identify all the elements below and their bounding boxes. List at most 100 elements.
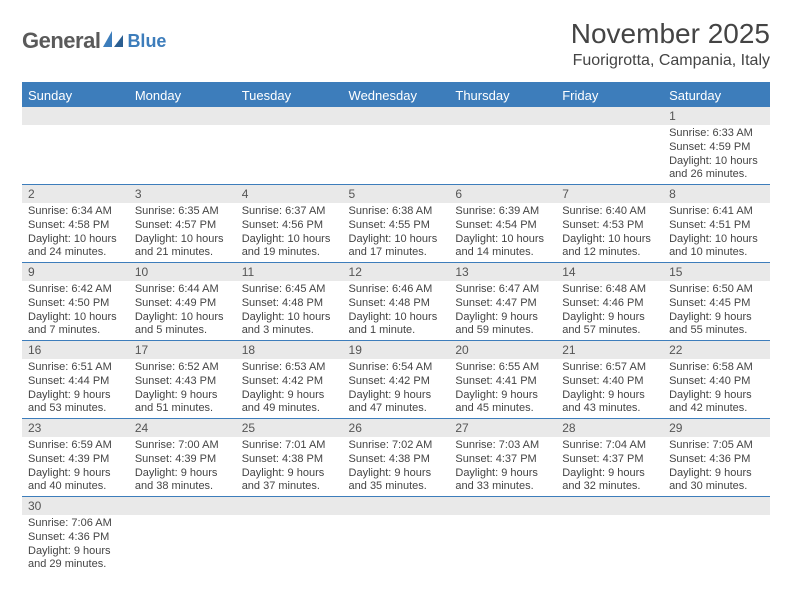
day-cell (236, 107, 343, 185)
day-number: 3 (129, 185, 236, 203)
day-cell: 3Sunrise: 6:35 AMSunset: 4:57 PMDaylight… (129, 185, 236, 263)
day-number: 30 (22, 497, 129, 515)
day-cell: 30Sunrise: 7:06 AMSunset: 4:36 PMDayligh… (22, 497, 129, 575)
day-details: Sunrise: 6:47 AMSunset: 4:47 PMDaylight:… (449, 281, 556, 340)
day-number: 22 (663, 341, 770, 359)
sunset-text: Sunset: 4:36 PM (28, 531, 123, 545)
sunrise-text: Sunrise: 7:06 AM (28, 517, 123, 531)
day-details: Sunrise: 6:52 AMSunset: 4:43 PMDaylight:… (129, 359, 236, 418)
day-cell (663, 497, 770, 575)
day-cell: 25Sunrise: 7:01 AMSunset: 4:38 PMDayligh… (236, 419, 343, 497)
sunrise-text: Sunrise: 6:46 AM (349, 283, 444, 297)
empty-day-bar (343, 107, 450, 125)
day-number: 10 (129, 263, 236, 281)
day-details: Sunrise: 7:02 AMSunset: 4:38 PMDaylight:… (343, 437, 450, 496)
day-header-row: SundayMondayTuesdayWednesdayThursdayFrid… (22, 84, 770, 107)
week-row: 2Sunrise: 6:34 AMSunset: 4:58 PMDaylight… (22, 185, 770, 263)
sunrise-text: Sunrise: 7:03 AM (455, 439, 550, 453)
day-details: Sunrise: 7:05 AMSunset: 4:36 PMDaylight:… (663, 437, 770, 496)
day-details: Sunrise: 6:34 AMSunset: 4:58 PMDaylight:… (22, 203, 129, 262)
sunrise-text: Sunrise: 7:05 AM (669, 439, 764, 453)
sunrise-text: Sunrise: 6:54 AM (349, 361, 444, 375)
daylight-text: Daylight: 10 hours and 1 minute. (349, 311, 444, 339)
empty-day-bar (129, 107, 236, 125)
day-number: 24 (129, 419, 236, 437)
sunrise-text: Sunrise: 6:57 AM (562, 361, 657, 375)
calendar-body: 1Sunrise: 6:33 AMSunset: 4:59 PMDaylight… (22, 107, 770, 574)
sunset-text: Sunset: 4:39 PM (135, 453, 230, 467)
day-details: Sunrise: 6:57 AMSunset: 4:40 PMDaylight:… (556, 359, 663, 418)
day-header: Thursday (449, 84, 556, 107)
logo: General Blue (22, 28, 166, 54)
day-cell: 24 Sunrise: 7:00 AMSunset: 4:39 PMDayligh… (129, 419, 236, 497)
sunrise-text: Sunrise: 7:02 AM (349, 439, 444, 453)
sunrise-text: Sunrise: 6:41 AM (669, 205, 764, 219)
sunset-text: Sunset: 4:42 PM (349, 375, 444, 389)
day-header: Sunday (22, 84, 129, 107)
day-cell: 14Sunrise: 6:48 AMSunset: 4:46 PMDayligh… (556, 263, 663, 341)
sunset-text: Sunset: 4:47 PM (455, 297, 550, 311)
sunset-text: Sunset: 4:50 PM (28, 297, 123, 311)
day-cell: 13Sunrise: 6:47 AMSunset: 4:47 PMDayligh… (449, 263, 556, 341)
day-details: Sunrise: 6:53 AMSunset: 4:42 PMDaylight:… (236, 359, 343, 418)
day-cell: 8Sunrise: 6:41 AMSunset: 4:51 PMDaylight… (663, 185, 770, 263)
sunrise-text: Sunrise: 6:40 AM (562, 205, 657, 219)
day-details: Sunrise: 6:59 AMSunset: 4:39 PMDaylight:… (22, 437, 129, 496)
sunset-text: Sunset: 4:48 PM (242, 297, 337, 311)
daylight-text: Daylight: 9 hours and 40 minutes. (28, 467, 123, 495)
sunrise-text: Sunrise: 6:39 AM (455, 205, 550, 219)
day-cell (129, 497, 236, 575)
sunset-text: Sunset: 4:40 PM (562, 375, 657, 389)
day-details: Sunrise: 6:45 AMSunset: 4:48 PMDaylight:… (236, 281, 343, 340)
sunset-text: Sunset: 4:40 PM (669, 375, 764, 389)
logo-sail-icon (101, 29, 125, 54)
day-number: 4 (236, 185, 343, 203)
day-cell: 17Sunrise: 6:52 AMSunset: 4:43 PMDayligh… (129, 341, 236, 419)
logo-text-general: General (22, 28, 100, 54)
daylight-text: Daylight: 9 hours and 35 minutes. (349, 467, 444, 495)
sunset-text: Sunset: 4:57 PM (135, 219, 230, 233)
day-details: Sunrise: 6:42 AMSunset: 4:50 PMDaylight:… (22, 281, 129, 340)
daylight-text: Daylight: 10 hours and 3 minutes. (242, 311, 337, 339)
daylight-text: Daylight: 9 hours and 32 minutes. (562, 467, 657, 495)
empty-day-bar (663, 497, 770, 515)
sunset-text: Sunset: 4:42 PM (242, 375, 337, 389)
day-number: 27 (449, 419, 556, 437)
sunset-text: Sunset: 4:43 PM (135, 375, 230, 389)
day-cell (556, 107, 663, 185)
day-number: 2 (22, 185, 129, 203)
day-details: Sunrise: 6:35 AMSunset: 4:57 PMDaylight:… (129, 203, 236, 262)
logo-text-blue: Blue (127, 31, 166, 52)
sunrise-text: Sunrise: 6:51 AM (28, 361, 123, 375)
sunrise-text: Sunrise: 7:00 AM (135, 439, 230, 453)
day-details: Sunrise: 6:33 AMSunset: 4:59 PMDaylight:… (663, 125, 770, 184)
day-cell: 19Sunrise: 6:54 AMSunset: 4:42 PMDayligh… (343, 341, 450, 419)
day-details: Sunrise: 7:01 AMSunset: 4:38 PMDaylight:… (236, 437, 343, 496)
sunset-text: Sunset: 4:54 PM (455, 219, 550, 233)
sunrise-text: Sunrise: 7:01 AM (242, 439, 337, 453)
sunrise-text: Sunrise: 6:55 AM (455, 361, 550, 375)
day-number: 6 (449, 185, 556, 203)
week-row: 9Sunrise: 6:42 AMSunset: 4:50 PMDaylight… (22, 263, 770, 341)
day-cell (343, 497, 450, 575)
day-cell: 18Sunrise: 6:53 AMSunset: 4:42 PMDayligh… (236, 341, 343, 419)
day-cell (449, 497, 556, 575)
calendar-table: SundayMondayTuesdayWednesdayThursdayFrid… (22, 84, 770, 574)
day-cell: 5Sunrise: 6:38 AMSunset: 4:55 PMDaylight… (343, 185, 450, 263)
empty-day-bar (556, 497, 663, 515)
sunrise-text: Sunrise: 6:47 AM (455, 283, 550, 297)
sunset-text: Sunset: 4:38 PM (242, 453, 337, 467)
sunrise-text: Sunrise: 6:48 AM (562, 283, 657, 297)
empty-day-bar (236, 497, 343, 515)
day-cell: 23Sunrise: 6:59 AMSunset: 4:39 PMDayligh… (22, 419, 129, 497)
daylight-text: Daylight: 9 hours and 38 minutes. (135, 467, 230, 495)
day-header: Tuesday (236, 84, 343, 107)
month-title: November 2025 (571, 18, 770, 50)
day-number: 18 (236, 341, 343, 359)
daylight-text: Daylight: 9 hours and 37 minutes. (242, 467, 337, 495)
daylight-text: Daylight: 9 hours and 43 minutes. (562, 389, 657, 417)
daylight-text: Daylight: 9 hours and 30 minutes. (669, 467, 764, 495)
day-details: Sunrise: 6:58 AMSunset: 4:40 PMDaylight:… (663, 359, 770, 418)
sunset-text: Sunset: 4:46 PM (562, 297, 657, 311)
week-row: 16Sunrise: 6:51 AMSunset: 4:44 PMDayligh… (22, 341, 770, 419)
